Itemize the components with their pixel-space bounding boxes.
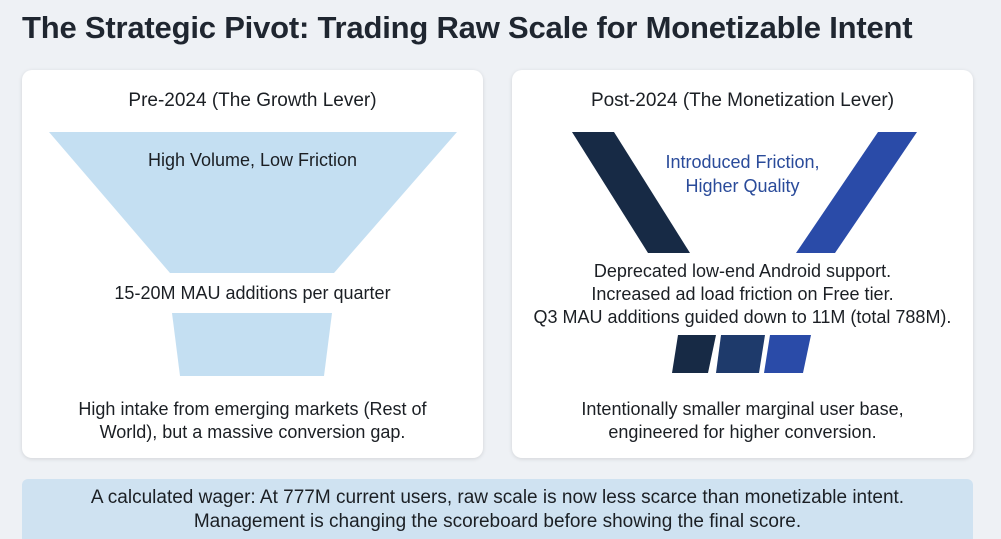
summary-banner: A calculated wager: At 777M current user… <box>22 479 973 539</box>
funnel-top-label: Introduced Friction, Higher Quality <box>512 150 973 198</box>
funnel-right-wall <box>796 132 917 253</box>
growth-funnel-diagram <box>49 132 457 376</box>
caption-line: High intake from emerging markets (Rest … <box>78 399 427 419</box>
summary-line: Management is changing the scoreboard be… <box>193 511 802 532</box>
summary-text: A calculated wager: At 777M current user… <box>22 486 973 534</box>
funnel-mid-label: Deprecated low-end Android support. Incr… <box>512 260 973 329</box>
caption-line: World), but a massive conversion gap. <box>99 422 406 442</box>
panel-caption: Intentionally smaller marginal user base… <box>512 398 973 444</box>
funnel-top-line: Introduced Friction, <box>665 152 820 172</box>
funnel-wide-section <box>49 132 457 273</box>
post-2024-panel: Post-2024 (The Monetization Lever) Intro… <box>512 70 973 458</box>
funnel-bar-dark <box>672 335 716 373</box>
caption-line: engineered for higher conversion. <box>608 422 877 442</box>
monetization-funnel-diagram <box>572 132 917 373</box>
mid-line: Increased ad load friction on Free tier. <box>591 284 894 304</box>
funnel-narrow-section <box>172 313 332 376</box>
funnel-mid-label: 15-20M MAU additions per quarter <box>114 283 391 303</box>
funnel-top-label: High Volume, Low Friction <box>147 150 358 170</box>
funnel-bar-blue <box>764 335 811 373</box>
funnel-bar-mid <box>716 335 765 373</box>
pre-2024-panel: Pre-2024 (The Growth Lever) High Volume,… <box>22 70 483 458</box>
mid-line: Deprecated low-end Android support. <box>593 261 892 281</box>
panel-heading: Pre-2024 (The Growth Lever) <box>128 90 377 111</box>
funnel-left-wall <box>572 132 690 253</box>
caption-line: Intentionally smaller marginal user base… <box>581 399 904 419</box>
panel-caption: High intake from emerging markets (Rest … <box>22 398 483 444</box>
summary-line: A calculated wager: At 777M current user… <box>90 487 905 508</box>
panel-heading: Post-2024 (The Monetization Lever) <box>590 90 895 111</box>
funnel-top-line: Higher Quality <box>685 176 800 196</box>
page-title: The Strategic Pivot: Trading Raw Scale f… <box>22 10 913 45</box>
mid-line: Q3 MAU additions guided down to 11M (tot… <box>533 307 952 327</box>
